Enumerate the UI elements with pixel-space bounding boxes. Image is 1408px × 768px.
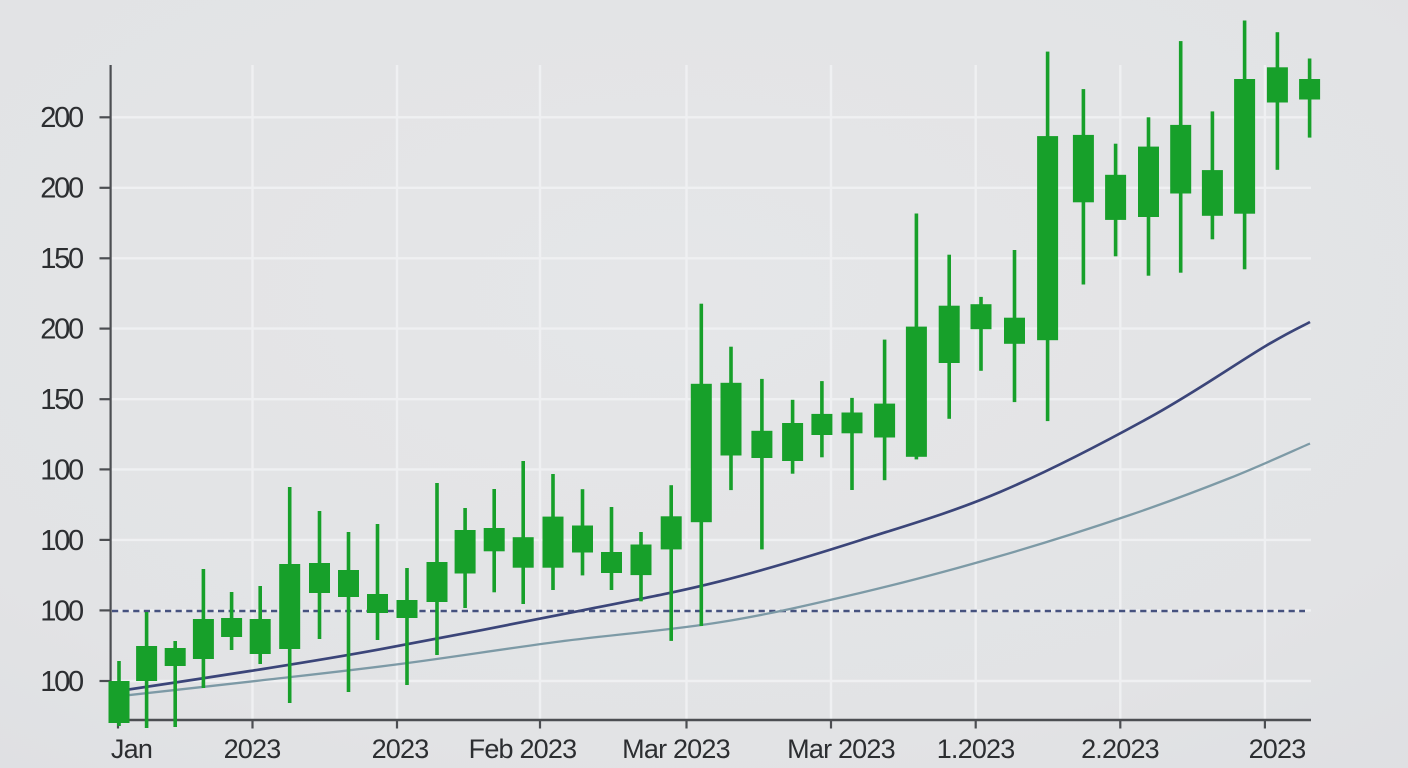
svg-text:Jan: Jan	[111, 734, 152, 764]
svg-text:2023: 2023	[224, 734, 281, 764]
svg-text:2023: 2023	[372, 734, 429, 764]
svg-text:150: 150	[40, 243, 83, 275]
svg-text:1.2023: 1.2023	[937, 734, 1015, 764]
svg-text:Feb 2023: Feb 2023	[469, 734, 577, 764]
svg-text:100: 100	[40, 525, 83, 557]
svg-text:2.2023: 2.2023	[1081, 734, 1159, 764]
svg-text:2023: 2023	[1249, 734, 1306, 764]
svg-text:200: 200	[40, 102, 83, 134]
svg-text:200: 200	[40, 173, 83, 205]
svg-text:100: 100	[40, 666, 83, 698]
svg-text:Mar 2023: Mar 2023	[787, 734, 895, 764]
svg-text:200: 200	[40, 314, 83, 346]
svg-text:Mar 2023: Mar 2023	[622, 734, 730, 764]
svg-text:100: 100	[40, 454, 83, 486]
svg-text:100: 100	[40, 595, 83, 627]
svg-text:150: 150	[40, 384, 83, 416]
